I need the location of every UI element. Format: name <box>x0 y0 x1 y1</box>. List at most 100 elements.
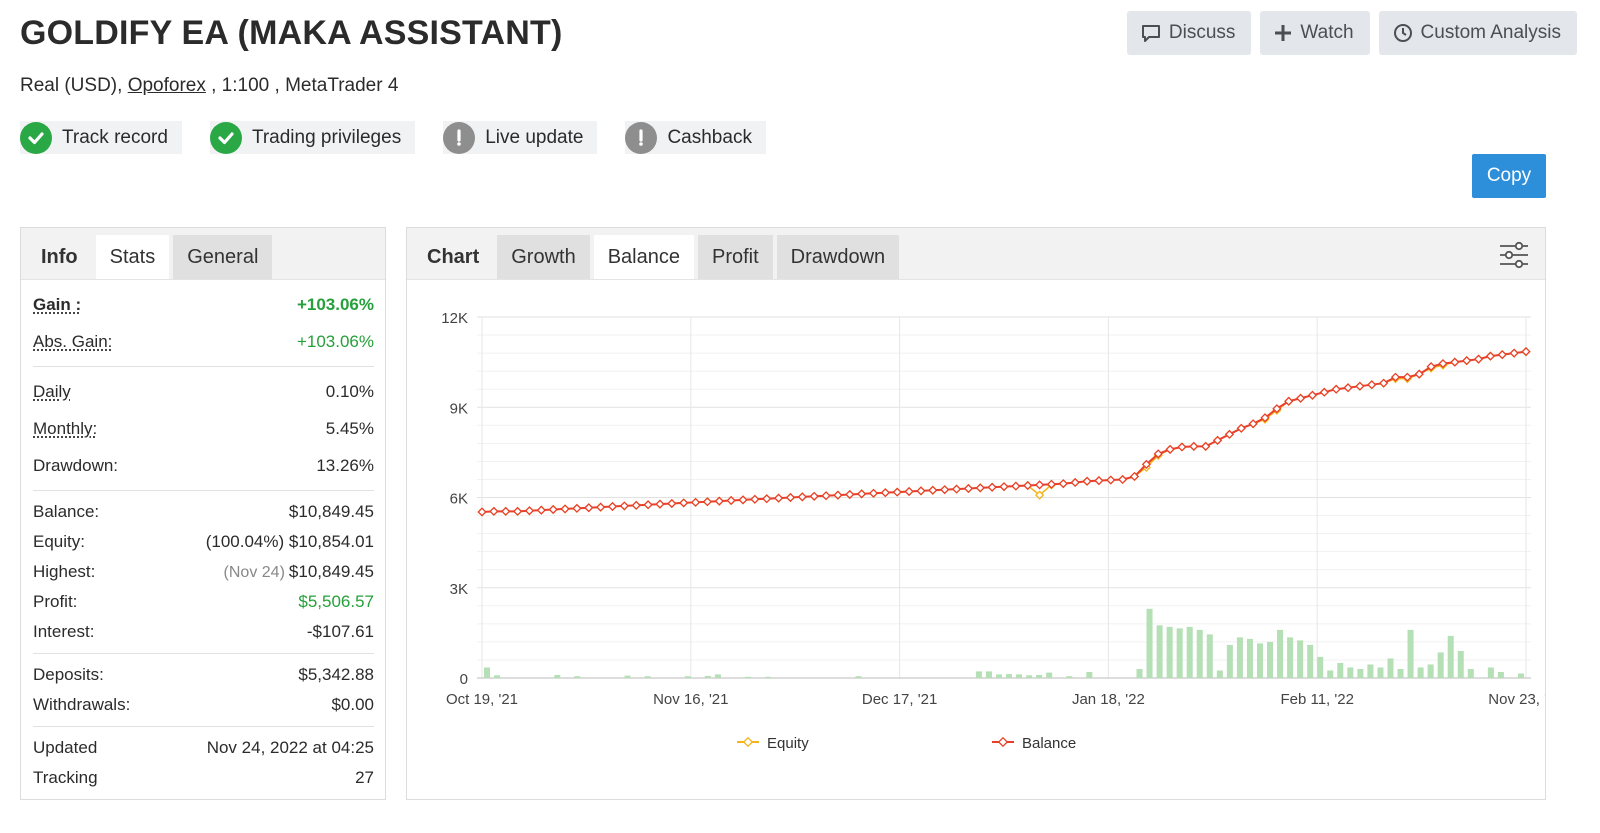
volume-bar <box>1297 640 1304 678</box>
data-point-balance <box>501 506 511 516</box>
custom-analysis-button[interactable]: Custom Analysis <box>1378 11 1577 55</box>
data-point-balance <box>714 496 724 506</box>
legend-label-equity: Equity <box>767 735 809 752</box>
drawdown-value: 13.26% <box>316 455 374 475</box>
data-point-balance <box>963 483 974 494</box>
x-tick-label: Jan 18, '22 <box>1072 691 1145 708</box>
volume-bar <box>745 676 752 678</box>
daily-label[interactable]: Daily <box>33 381 71 401</box>
data-point-balance <box>845 489 855 500</box>
sliders-icon[interactable] <box>1499 241 1529 274</box>
data-point-balance <box>1307 390 1318 400</box>
legend-label-balance: Balance <box>1022 735 1076 752</box>
volume-bar <box>704 675 711 678</box>
data-point-balance <box>1497 350 1507 360</box>
highest-value-wrap: (Nov 24) $10,849.45 <box>224 562 374 582</box>
deposits-group: Deposits: $5,342.88 Withdrawals: $0.00 <box>33 654 374 727</box>
volume-bar <box>1016 674 1023 678</box>
stat-row-equity: Equity: (100.04%) $10,854.01 <box>33 527 374 557</box>
data-point-balance <box>1011 481 1021 491</box>
gain-label[interactable]: Gain : <box>33 294 82 314</box>
plus-icon <box>1275 25 1292 41</box>
data-point-balance <box>797 492 807 502</box>
profit-label: Profit: <box>33 592 78 611</box>
badge-live-update: Live update <box>443 121 598 154</box>
data-point-balance <box>679 498 689 508</box>
volume-bar <box>1036 674 1043 678</box>
data-point-balance <box>702 497 713 507</box>
data-point-balance <box>1046 479 1057 489</box>
volume-bar <box>1206 634 1213 678</box>
data-point-balance <box>1402 372 1412 382</box>
balance-label: Balance: <box>33 502 100 521</box>
copy-button[interactable]: Copy <box>1472 154 1546 198</box>
data-point-balance <box>726 495 736 506</box>
data-point-balance <box>928 485 938 495</box>
volume-bar <box>1066 676 1073 678</box>
volume-bar <box>1307 644 1314 678</box>
leverage: , 1:100 , <box>211 75 280 96</box>
data-point-balance <box>1141 459 1151 470</box>
updated-label: Updated <box>33 738 98 757</box>
data-point-balance <box>1094 476 1104 486</box>
highest-date: (Nov 24) <box>223 564 285 581</box>
account-type: Real (USD), <box>20 75 123 96</box>
data-point-balance <box>512 506 523 516</box>
balance-value: $10,849.45 <box>288 502 374 521</box>
data-point-balance <box>821 491 831 501</box>
data-point-balance <box>572 503 582 513</box>
interest-value: -$107.61 <box>306 622 374 641</box>
volume-bar <box>1146 608 1153 678</box>
monthly-label[interactable]: Monthly: <box>33 418 98 438</box>
data-point-balance <box>940 485 950 495</box>
volume-bar <box>684 676 691 678</box>
tab-info[interactable]: Info <box>41 245 78 268</box>
watch-label: Watch <box>1300 22 1354 43</box>
volume-bar <box>1267 641 1274 678</box>
tab-stats[interactable]: Stats <box>95 235 170 279</box>
tab-drawdown[interactable]: Drawdown <box>776 235 900 279</box>
stat-row-tracking: Tracking 27 <box>33 763 374 793</box>
tab-profit[interactable]: Profit <box>697 235 773 279</box>
data-point-balance <box>1343 383 1353 393</box>
volume-bar <box>1387 658 1394 678</box>
data-point-balance <box>1224 429 1235 439</box>
volume-bar <box>1196 629 1203 678</box>
page-title: GOLDIFY EA (MAKA ASSISTANT) <box>20 14 563 52</box>
volume-bar <box>1026 675 1033 678</box>
data-point-balance <box>880 488 890 498</box>
tab-balance[interactable]: Balance <box>593 235 694 279</box>
data-point-balance <box>1284 396 1294 406</box>
volume-bar <box>1457 650 1464 678</box>
stat-row-profit: Profit: $5,506.57 <box>33 587 374 617</box>
tracking-value: 27 <box>355 768 374 787</box>
data-point-balance <box>619 501 629 511</box>
tab-growth[interactable]: Growth <box>497 235 590 279</box>
data-point-balance <box>904 486 914 497</box>
badge-cashback: Cashback <box>625 121 766 154</box>
abs-gain-label[interactable]: Abs. Gain: <box>33 331 113 351</box>
top-actions: Discuss Watch Custom Analysis <box>1126 11 1577 55</box>
legend-marker-equity <box>742 736 754 748</box>
watch-button[interactable]: Watch <box>1260 11 1370 55</box>
broker-link[interactable]: Opoforex <box>127 75 206 96</box>
legend-marker-balance <box>997 736 1009 748</box>
volume-bar <box>1377 667 1384 678</box>
tab-chart[interactable]: Chart <box>427 245 480 268</box>
volume-bar <box>1046 672 1053 678</box>
balance-group: Balance: $10,849.45 Equity: (100.04%) $1… <box>33 491 374 654</box>
volume-bar <box>1287 637 1294 678</box>
verification-badges: Track record Trading privileges Live upd… <box>20 121 766 154</box>
custom-analysis-label: Custom Analysis <box>1420 22 1561 43</box>
data-point-balance <box>1414 369 1424 379</box>
volume-bar <box>1427 664 1434 678</box>
volume-bar <box>1437 652 1444 678</box>
data-point-balance <box>1023 480 1033 491</box>
data-point-balance <box>560 504 570 514</box>
volume-bar <box>1166 626 1173 678</box>
updated-value: Nov 24, 2022 at 04:25 <box>206 738 374 757</box>
tab-general[interactable]: General <box>173 235 273 279</box>
discuss-button[interactable]: Discuss <box>1126 11 1252 55</box>
data-point-balance <box>750 494 760 504</box>
highest-value: $10,849.45 <box>288 562 374 581</box>
